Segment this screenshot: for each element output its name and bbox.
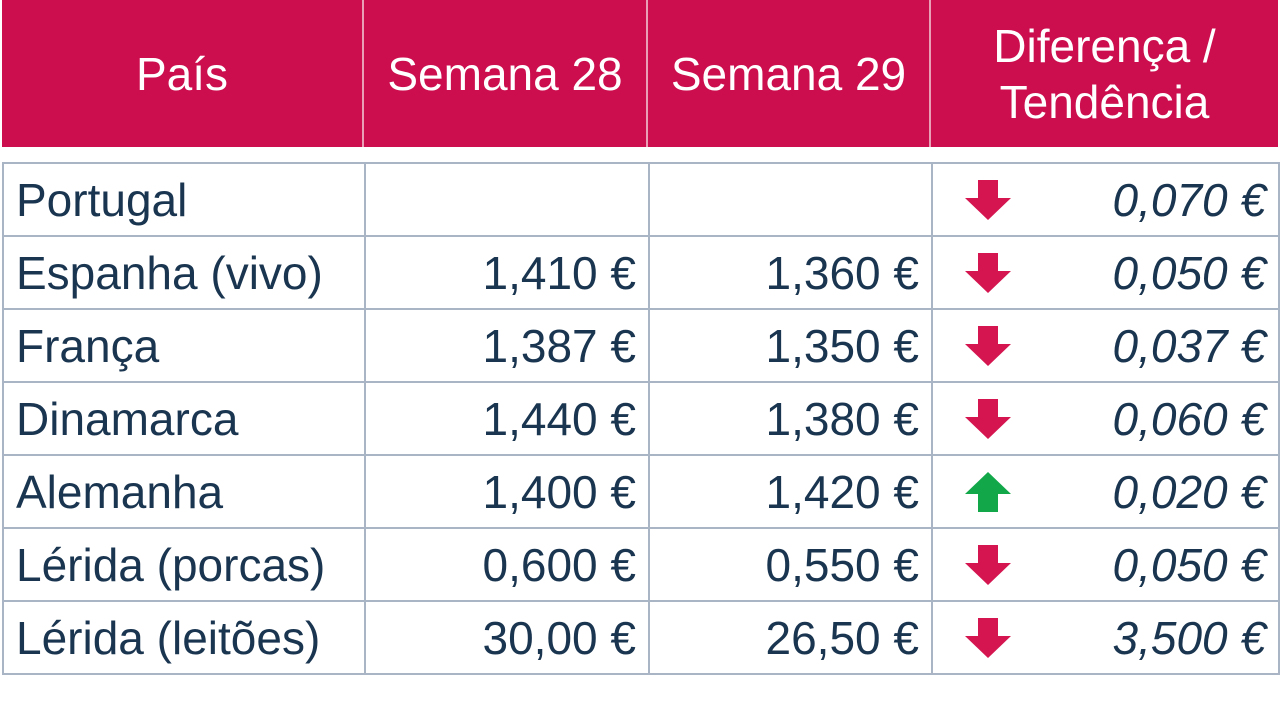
header-week-29: Semana 29 <box>648 0 931 147</box>
week-28-cell: 30,00 € <box>364 600 650 675</box>
week-29-cell: 1,380 € <box>648 381 933 456</box>
difference-value: 3,500 € <box>1112 611 1266 664</box>
week-28-cell: 1,400 € <box>364 454 650 529</box>
arrow-shape <box>965 544 1011 585</box>
arrow-shape <box>965 617 1011 658</box>
week-29-cell <box>648 162 933 237</box>
difference-cell: 3,500 € <box>931 600 1280 675</box>
table-row: Espanha (vivo) 1,410 €1,360 € 0,050 € <box>2 235 1280 310</box>
difference-cell: 0,060 € <box>931 381 1280 456</box>
table-rows: Portugal 0,070 € Espanha (vivo) 1,410 €1,36… <box>2 162 1280 675</box>
week-28-cell: 1,410 € <box>364 235 650 310</box>
trend-down-arrow-icon <box>965 325 1011 366</box>
country-cell: Espanha (vivo) <box>2 235 366 310</box>
arrow-shape <box>965 252 1011 293</box>
week-28-cell: 0,600 € <box>364 527 650 602</box>
table-row: França 1,387 €1,350 € 0,037 € <box>2 308 1280 383</box>
week-29-cell: 26,50 € <box>648 600 933 675</box>
trend-down-arrow-icon <box>965 544 1011 585</box>
difference-value: 0,060 € <box>1112 392 1266 445</box>
difference-value: 0,020 € <box>1112 465 1266 518</box>
week-28-cell <box>364 162 650 237</box>
trend-down-arrow-icon <box>965 179 1011 220</box>
country-cell: Alemanha <box>2 454 366 529</box>
header-difference-trend: Diferença / Tendência <box>931 0 1278 147</box>
country-cell: Dinamarca <box>2 381 366 456</box>
country-cell: Lérida (leitões) <box>2 600 366 675</box>
trend-down-arrow-icon <box>965 398 1011 439</box>
arrow-shape <box>965 325 1011 366</box>
header-week-28-label: Semana 28 <box>387 47 623 100</box>
header-diff-line-1: Diferença / <box>993 19 1216 72</box>
difference-value: 0,050 € <box>1112 246 1266 299</box>
table-row: Portugal 0,070 € <box>2 162 1280 237</box>
difference-cell: 0,050 € <box>931 235 1280 310</box>
trend-down-arrow-icon <box>965 252 1011 293</box>
header-country: País <box>2 0 364 147</box>
table-row: Lérida (leitões) 30,00 €26,50 € 3,500 € <box>2 600 1280 675</box>
country-cell: Portugal <box>2 162 366 237</box>
table-body: Portugal 0,070 € Espanha (vivo) 1,410 €1,36… <box>2 162 1280 675</box>
country-cell: França <box>2 308 366 383</box>
difference-cell: 0,020 € <box>931 454 1280 529</box>
week-29-cell: 1,350 € <box>648 308 933 383</box>
difference-value: 0,050 € <box>1112 538 1266 591</box>
difference-value: 0,070 € <box>1112 173 1266 226</box>
week-29-cell: 1,360 € <box>648 235 933 310</box>
difference-cell: 0,070 € <box>931 162 1280 237</box>
header-difference-label: Diferença / Tendência <box>993 18 1215 130</box>
header-week-29-label: Semana 29 <box>670 47 907 100</box>
table-row: Alemanha 1,400 €1,420 € 0,020 € <box>2 454 1280 529</box>
arrow-shape <box>965 471 1011 512</box>
table-row: Dinamarca 1,440 €1,380 € 0,060 € <box>2 381 1280 456</box>
week-28-cell: 1,387 € <box>364 308 650 383</box>
arrow-shape <box>965 398 1011 439</box>
header-country-label: País <box>135 47 229 100</box>
header-week-28: Semana 28 <box>364 0 648 147</box>
difference-cell: 0,050 € <box>931 527 1280 602</box>
header-diff-line-2: Tendência <box>999 75 1210 128</box>
trend-up-arrow-icon <box>965 471 1011 512</box>
week-29-cell: 0,550 € <box>648 527 933 602</box>
difference-value: 0,037 € <box>1112 319 1266 372</box>
difference-cell: 0,037 € <box>931 308 1280 383</box>
week-28-cell: 1,440 € <box>364 381 650 456</box>
week-29-cell: 1,420 € <box>648 454 933 529</box>
country-cell: Lérida (porcas) <box>2 527 366 602</box>
arrow-shape <box>965 179 1011 220</box>
trend-down-arrow-icon <box>965 617 1011 658</box>
table-header: País Semana 28 Semana 29 Diferença / Ten… <box>2 0 1278 147</box>
table-row: Lérida (porcas) 0,600 €0,550 € 0,050 € <box>2 527 1280 602</box>
